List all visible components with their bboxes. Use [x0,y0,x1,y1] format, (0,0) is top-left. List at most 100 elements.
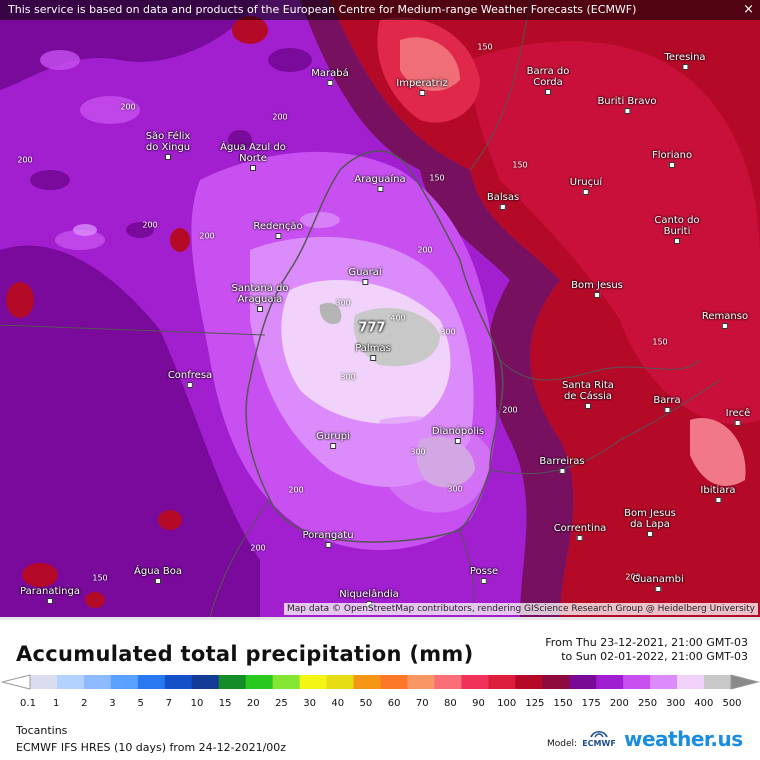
scale-tick-label: 50 [359,698,373,709]
city-label[interactable]: Gurupi [316,431,350,449]
scale-tick-label: 150 [553,698,573,709]
scale-tick-label: 90 [472,698,485,709]
city-label[interactable]: Água Azul do Norte [218,142,288,171]
city-label[interactable]: São Félix do Xingu [138,131,198,160]
scale-cell [137,675,166,689]
isoline-label: 150 [477,42,493,52]
scale-cell [677,675,705,689]
scale-cell [164,675,193,689]
scale-cell [299,675,328,689]
city-label[interactable]: Bom Jesus [571,280,623,298]
city-label[interactable]: Porangatu [302,530,354,548]
city-label[interactable]: Santana do Araguaia [220,283,300,312]
isoline-label: 300 [440,327,456,337]
city-label[interactable]: Água Boa [134,566,182,584]
scale-cell [272,675,301,689]
city-label[interactable]: Correntina [554,523,606,541]
isoline-label: 150 [92,573,108,583]
isoline-label: 200 [120,102,136,112]
scale-tick-label: 300 [666,698,686,709]
scale-cell [83,675,112,689]
scale-tick-label: 30 [303,698,316,709]
isoline-label: 300 [335,298,351,308]
weather-us-logo[interactable]: weather.us [624,727,743,751]
city-label[interactable]: Irecê [726,408,750,426]
city-label[interactable]: Uruçuí [570,177,602,195]
close-icon[interactable]: × [743,2,754,17]
city-label[interactable]: Bom Jesus da Lapa [620,508,680,537]
scale-tick-label: 10 [190,698,204,709]
ecmwf-icon [590,730,608,738]
city-label[interactable]: Buriti Bravo [597,96,657,114]
city-label[interactable]: Marabá [311,68,349,86]
city-label[interactable]: Remanso [702,311,748,329]
region-name: Tocantins [16,724,68,737]
scale-tick-label: 7 [165,698,172,709]
city-label[interactable]: Confresa [168,370,212,388]
scale-cell [110,675,139,689]
scale-cell [380,675,408,689]
scale-cell [623,675,651,689]
city-label[interactable]: Canto do Buriti [647,215,707,244]
city-label[interactable]: Santa Rita de Cássia [558,380,618,409]
scale-tick-label: 40 [331,698,345,709]
city-label[interactable]: Guanambi [632,574,684,592]
scale-cell [461,675,489,689]
banner-text: This service is based on data and produc… [8,3,637,16]
city-label[interactable]: Floriano [652,150,692,168]
city-label[interactable]: Posse [470,566,498,584]
scale-cell [704,675,732,689]
legend-panel: Accumulated total precipitation (mm) Fro… [0,617,760,760]
scale-cell [326,675,355,689]
date-from: From Thu 23-12-2021, 21:00 GMT-03 [545,636,748,649]
city-label[interactable]: Barra [653,395,681,413]
isoline-label: 150 [652,337,668,347]
city-label[interactable]: Guaraí [348,267,382,285]
scale-cell [56,675,85,689]
scale-tick-label: 200 [609,698,629,709]
scale-cell [596,675,624,689]
scale-ticks: 0.1 1 2 3 5 7 10 15 20 25 30 40 50 60 70 80 90 100 125 150 1… [0,698,760,712]
scale-tick-label: 5 [137,698,144,709]
isoline-label: 300 [410,447,426,457]
scale-cell [407,675,435,689]
city-label[interactable]: Araguaína [354,174,406,192]
scale-tick-label: 25 [275,698,288,709]
city-label[interactable]: Barra do Corda [518,66,578,95]
precipitation-map[interactable]: This service is based on data and produc… [0,0,760,617]
city-label[interactable]: Barreiras [539,456,585,474]
isoline-label: 200 [625,572,641,582]
scale-cell [30,675,58,689]
scale-tick-label: 0.1 [20,698,36,709]
city-label[interactable]: Redenção [253,221,303,239]
city-label[interactable]: Ibitiara [700,485,736,503]
city-label[interactable]: Teresina [664,52,706,70]
scale-cell [218,675,247,689]
city-label[interactable]: Paranatinga [20,586,80,604]
scale-tick-label: 20 [246,698,260,709]
map-attribution[interactable]: Map data © OpenStreetMap contributors, r… [284,603,758,615]
isoline-label: 300 [447,484,463,494]
scale-tick-label: 400 [694,698,714,709]
scale-cell [542,675,570,689]
isoline-label: 200 [272,112,288,122]
scale-tick-label: 3 [109,698,116,709]
city-label[interactable]: Dianópolis [432,426,484,444]
ecmwf-logo[interactable]: ECMWF [582,729,616,748]
scale-left-arrow [1,674,31,690]
city-label[interactable]: Balsas [487,192,519,210]
scale-tick-label: 70 [415,698,429,709]
scale-cell [650,675,678,689]
scale-cell [245,675,274,689]
isoline-label: 200 [250,543,266,553]
isoline-label: 150 [429,173,445,183]
city-label[interactable]: Palmas [355,343,391,361]
color-scale [1,674,760,690]
scale-tick-label: 250 [637,698,658,709]
isoline-label: 200 [502,405,518,415]
max-value-label: 777 [358,320,386,336]
ecmwf-notice-banner: This service is based on data and produc… [0,0,760,20]
precipitation-field [0,0,760,617]
city-label[interactable]: Imperatriz [396,78,448,96]
scale-cell [353,675,381,689]
